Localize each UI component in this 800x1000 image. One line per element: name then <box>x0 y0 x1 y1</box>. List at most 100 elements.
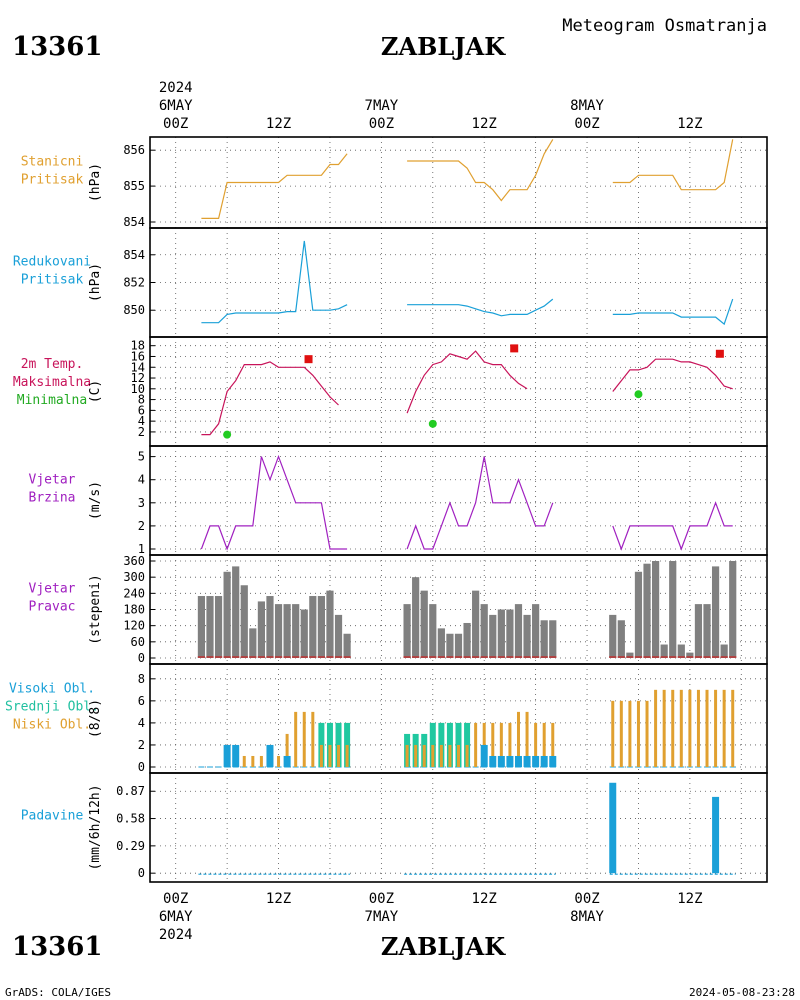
tmax-marker-2 <box>715 349 724 358</box>
cloud-low-bar-29 <box>499 722 503 767</box>
wind-direction-bar-2 <box>214 596 223 658</box>
y-axis-label-redukovani: (hPa) <box>88 263 103 302</box>
wind-direction-bar-21 <box>429 604 437 658</box>
bottom-hour-label-3: 12Z <box>472 891 497 907</box>
cloud-low-bar-12 <box>302 711 306 767</box>
panel-frame-redukovani <box>149 227 768 338</box>
panel-label-stanicni-1: Pritisak <box>21 173 84 188</box>
cloud-low-bar-42 <box>662 689 666 767</box>
series-line-vjetar_brzina-2 <box>612 501 733 551</box>
cloud-low-bar-37 <box>619 700 623 767</box>
y-tick-label: 6 <box>138 694 145 708</box>
bottom-hour-label-0: 00Z <box>163 891 188 907</box>
cloud-low-bar-44 <box>679 689 683 767</box>
panel-label-stanicni-0: Stanicni <box>21 155 84 170</box>
y-tick-label: 14 <box>131 360 145 374</box>
wind-direction-bar-34 <box>540 620 548 658</box>
cloud-low-bar-13 <box>311 711 315 767</box>
chart-title: Meteogram Osmatranja <box>562 16 767 36</box>
wind-direction-bar-37 <box>617 620 625 658</box>
top-day-label-1: 7MAY <box>365 98 399 114</box>
y-tick-label: 180 <box>123 603 145 617</box>
cloud-low-bar-49 <box>722 689 726 767</box>
y-tick-label: 1 <box>138 542 145 556</box>
cloud-low-bar-25 <box>465 744 469 767</box>
top-hour-label-1: 12Z <box>266 116 291 132</box>
y-tick-label: 2 <box>138 519 145 533</box>
wind-direction-bar-7 <box>257 601 266 658</box>
wind-direction-bar-29 <box>497 609 505 658</box>
top-day-label-2: 8MAY <box>570 98 604 114</box>
y-axis-label-temperatura: (C) <box>88 380 103 403</box>
y-tick-label: 6 <box>138 403 145 417</box>
cloud-low-bar-19 <box>414 744 418 767</box>
wind-direction-bar-16 <box>334 614 343 658</box>
y-tick-label: 360 <box>123 554 145 568</box>
cloud-high-bar-35 <box>549 755 557 767</box>
tmax-marker-0 <box>304 355 313 364</box>
wind-direction-bar-42 <box>660 644 668 658</box>
cloud-low-bar-35 <box>551 722 555 767</box>
y-tick-label: 4 <box>138 414 145 428</box>
panel-vjetar_brzina: 1 2 3 4 5 Vjetar Brzina (m/s) <box>29 445 768 556</box>
wind-direction-bar-26 <box>472 590 480 658</box>
wind-direction-bar-4 <box>232 566 240 658</box>
cloud-high-bar-29 <box>497 755 505 767</box>
y-tick-label: 60 <box>131 635 145 649</box>
wind-direction-bar-32 <box>523 614 531 658</box>
top-hour-label-2: 00Z <box>369 116 394 132</box>
panel-label-vjetar_pravac-0: Vjetar <box>29 582 76 597</box>
wind-direction-bar-10 <box>283 604 291 658</box>
top-hour-label-4: 00Z <box>574 116 599 132</box>
wind-direction-bar-15 <box>326 590 334 658</box>
panel-stanicni: 854 855 856 Stanicni Pritisak (hPa) <box>21 136 768 229</box>
y-tick-label: 8 <box>138 393 145 407</box>
station-name-top: ZABLJAK <box>381 32 506 61</box>
wind-direction-bar-25 <box>463 622 471 658</box>
y-tick-label: 10 <box>131 382 145 396</box>
footer-source: GrADS: COLA/IGES <box>5 986 111 999</box>
top-hour-label-0: 00Z <box>163 116 188 132</box>
top-hour-label-3: 12Z <box>472 116 497 132</box>
cloud-low-bar-38 <box>628 700 632 767</box>
wind-direction-bar-28 <box>489 614 497 658</box>
bottom-hour-label-1: 12Z <box>266 891 291 907</box>
y-tick-label: 2 <box>138 738 145 752</box>
wind-direction-bar-12 <box>300 609 308 658</box>
series-line-redukovani-0 <box>201 240 348 324</box>
y-tick-label: 8 <box>138 672 145 686</box>
wind-direction-bar-3 <box>223 571 231 658</box>
top-hour-label-5: 12Z <box>677 116 702 132</box>
wind-direction-bar-39 <box>634 571 643 658</box>
bottom-hour-label-5: 12Z <box>677 891 702 907</box>
cloud-high-bar-4 <box>232 744 240 767</box>
cloud-high-bar-30 <box>506 755 514 767</box>
y-tick-label: 854 <box>123 215 145 229</box>
y-tick-label: 855 <box>123 179 145 193</box>
y-tick-label: 5 <box>138 450 145 464</box>
tmin-marker-1 <box>428 419 437 428</box>
cloud-high-bar-31 <box>514 755 522 767</box>
y-tick-label: 852 <box>123 276 145 290</box>
bottom-hour-label-4: 00Z <box>574 891 599 907</box>
wind-direction-bar-0 <box>197 596 206 658</box>
wind-direction-bar-47 <box>703 604 711 658</box>
wind-direction-bar-17 <box>343 633 351 658</box>
panel-frame-vjetar_brzina <box>149 445 768 556</box>
y-tick-label: 16 <box>131 349 145 363</box>
wind-direction-bar-11 <box>292 604 300 658</box>
panel-vjetar_pravac: 0 60 120 180 240 300 360 Vjetar Pravac (stepeni) <box>29 554 768 665</box>
panel-frame-temperatura <box>149 336 768 447</box>
panel-label-temperatura-0: 2m Temp. <box>21 357 84 372</box>
tmin-marker-0 <box>223 430 232 439</box>
wind-direction-bar-14 <box>317 596 325 658</box>
cloud-low-bar-33 <box>534 722 538 767</box>
series-line-vjetar_brzina-1 <box>406 456 554 550</box>
y-tick-label: 0.87 <box>116 784 145 798</box>
precip-bar-8 <box>609 782 617 874</box>
panel-padavine: 0 0.29 0.58 0.87 Padavine (mm/6h/12h) <box>21 772 768 883</box>
wind-direction-bar-41 <box>651 561 660 658</box>
cloud-low-bar-11 <box>294 711 298 767</box>
